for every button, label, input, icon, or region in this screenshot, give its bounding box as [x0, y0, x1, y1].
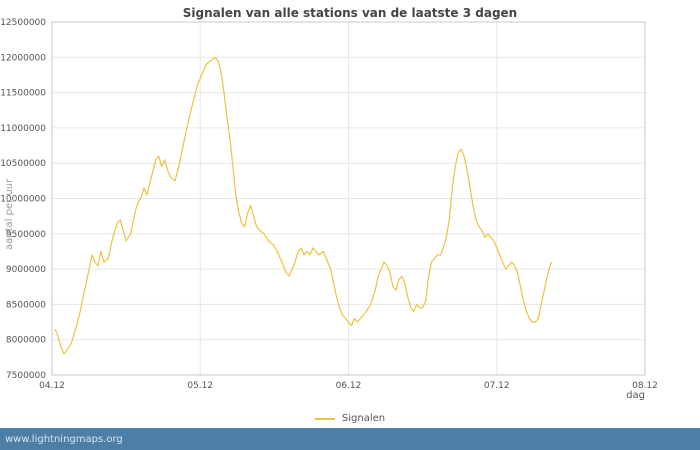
svg-text:07.12: 07.12: [484, 381, 510, 391]
svg-text:06.12: 06.12: [336, 381, 362, 391]
svg-text:05.12: 05.12: [187, 381, 213, 391]
svg-text:8000000: 8000000: [6, 336, 46, 346]
y-axis-label: aantal per uur: [4, 178, 15, 250]
legend: Signalen: [0, 413, 700, 424]
svg-text:12000000: 12000000: [0, 53, 46, 63]
svg-text:04.12: 04.12: [39, 381, 65, 391]
x-axis-label: dag: [626, 390, 645, 401]
svg-text:12500000: 12500000: [0, 18, 46, 28]
svg-text:08.12: 08.12: [632, 381, 658, 391]
legend-line-swatch: [314, 417, 335, 420]
svg-text:8500000: 8500000: [6, 300, 46, 310]
svg-text:9500000: 9500000: [6, 230, 46, 240]
footer-bar: www.lightningmaps.org: [0, 428, 700, 450]
svg-text:11500000: 11500000: [0, 89, 46, 99]
svg-text:7500000: 7500000: [6, 371, 46, 381]
svg-text:10500000: 10500000: [0, 159, 46, 169]
chart-svg: 7500000 8000000 8500000 9000000 9500000 10000…: [0, 18, 658, 391]
svg-text:9000000: 9000000: [6, 265, 46, 275]
chart-title: Signalen van alle stations van de laatst…: [182, 6, 518, 20]
footer-watermark-text: www.lightningmaps.org: [5, 433, 123, 445]
legend-label: Signalen: [341, 413, 386, 424]
svg-text:10000000: 10000000: [0, 195, 46, 205]
svg-text:11000000: 11000000: [0, 124, 46, 134]
